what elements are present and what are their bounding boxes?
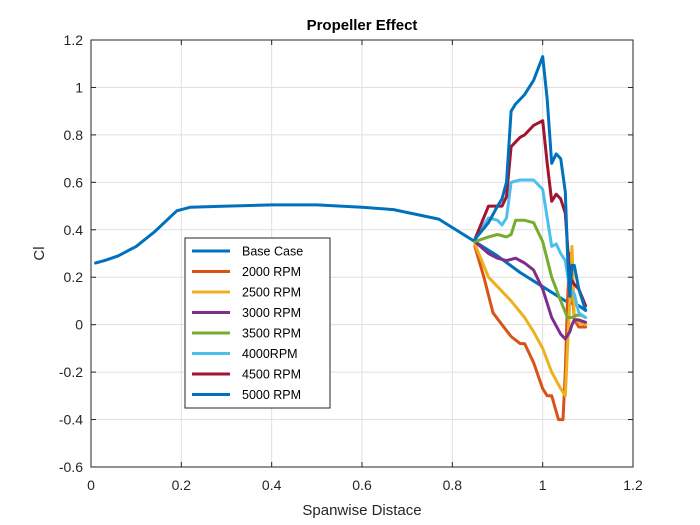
legend-entry-label: 3500 RPM	[242, 327, 301, 341]
chart-title: Propeller Effect	[307, 17, 418, 34]
y-tick-label: -0.2	[59, 364, 83, 380]
x-axis-label: Spanwise Distace	[302, 502, 421, 519]
x-tick-label: 0	[87, 477, 95, 493]
x-tick-label: 1	[539, 477, 547, 493]
y-tick-label: 0.4	[64, 222, 84, 238]
series-line-5000-rpm	[473, 55, 588, 312]
x-tick-label: 0.8	[443, 477, 463, 493]
y-tick-label: -0.4	[59, 412, 83, 428]
legend-entry-label: 4000RPM	[242, 347, 298, 361]
legend-entry-label: Base Case	[242, 245, 303, 259]
y-axis-ticks: -0.6 -0.4 -0.2 0 0.2 0.4 0.6 0.8 1 1.2	[59, 32, 633, 475]
legend-entry-label: 2500 RPM	[242, 286, 301, 300]
series-line-3000-rpm	[473, 240, 588, 341]
legend: Base Case 2000 RPM 2500 RPM 3000 RPM 3500 RP…	[184, 237, 331, 409]
legend-entry-label: 5000 RPM	[242, 388, 301, 402]
y-tick-label: 0.8	[64, 127, 84, 143]
legend-entry-label: 4500 RPM	[242, 368, 301, 382]
y-tick-label: 0.6	[64, 174, 84, 190]
x-tick-label: 1.2	[623, 477, 643, 493]
legend-entry-label: 3000 RPM	[242, 306, 301, 320]
y-tick-label: -0.6	[59, 459, 83, 475]
x-tick-label: 0.2	[172, 477, 192, 493]
x-tick-label: 0.6	[352, 477, 372, 493]
plot-area: 0 0.2 0.4 0.6 0.8 1 1.2 -0.6 -0.4 -0.2 0 0.2 0.4 0.6…	[59, 32, 643, 493]
legend-entry-label: 2000 RPM	[242, 265, 301, 279]
legend-box	[184, 237, 331, 409]
y-tick-label: 1.2	[64, 32, 84, 48]
series-lines	[94, 55, 588, 422]
y-tick-label: 0.2	[64, 269, 84, 285]
y-tick-label: 1	[75, 79, 83, 95]
series-line-3500-rpm	[473, 218, 588, 319]
y-tick-label: 0	[75, 317, 83, 333]
y-axis-label: Cl	[31, 246, 48, 260]
x-tick-label: 0.4	[262, 477, 282, 493]
x-axis-ticks: 0 0.2 0.4 0.6 0.8 1 1.2	[87, 40, 643, 493]
